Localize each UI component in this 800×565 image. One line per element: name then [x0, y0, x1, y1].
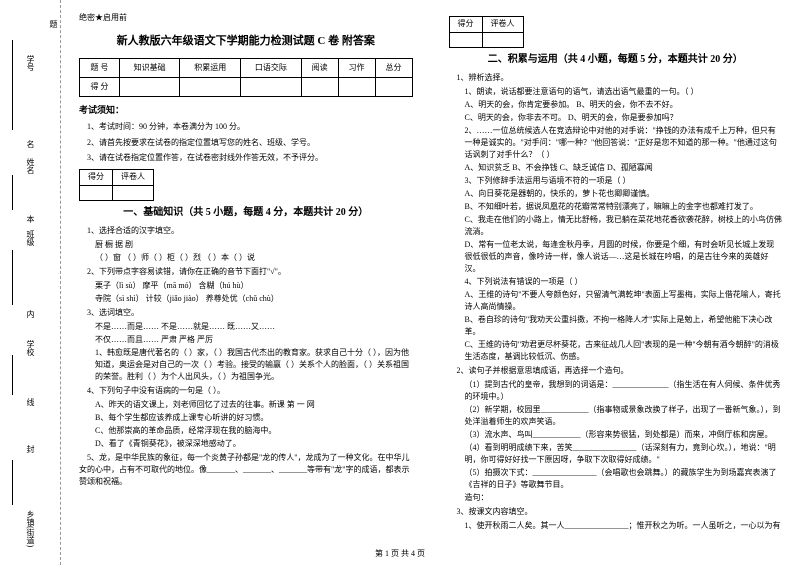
s2-q3: 3、按课文内容填空。: [449, 506, 783, 518]
left-column: 绝密★启用前 新人教版六年级语文下学期能力检测试题 C 卷 附答案 题 号 知识…: [61, 0, 431, 565]
margin-line-4: [12, 355, 13, 395]
s1-q3-3: 1、韩愈既是唐代著名的（ ）家，（ ）我国古代杰出的教育家。获求自己十分（ ），…: [79, 347, 413, 383]
binding-margin: 学号 名 姓名 本 班级 内 学校 线 封 乡镇(街道) 题: [0, 0, 61, 565]
th-1: 知识基础: [119, 59, 180, 78]
s1-q2: 2、下列带点字容易读错，请你在正确的音节下面打"√"。: [79, 266, 413, 278]
s1-q4-A: A、昨天的语文课上，刘老师回忆了过去的往事。新课 第 一 网: [79, 399, 413, 411]
s2-q1-2: 2、……一位总统候选人在竞选辩论中对他的对手说："挣钱的办法有成千上万种，但只有…: [449, 125, 783, 161]
s1-q4-D: D、看了《青铜葵花》，被深深地感动了。: [79, 438, 413, 450]
score-table: 题 号 知识基础 积累运用 口语交际 阅读 习作 总分 得 分: [79, 58, 413, 97]
s2-q1-3C: C、我走在他们的小路上，情无比舒畅，我已躺在菜花地花香欲袭花醉，树枝上的小鸟仿佛…: [449, 214, 783, 238]
tr2-4[interactable]: [301, 78, 338, 97]
s1-q2-2: 寺院（sì shì） 计较（jiǎo jiào） 养尊处优（chǔ chù）: [79, 293, 413, 305]
s1-q2-1: 栗子（lì sù） 摩平（mā mó） 含糊（hú hù）: [79, 280, 413, 292]
page-footer: 第 1 页 共 4 页: [0, 548, 800, 559]
s1-q3: 3、选词填空。: [79, 307, 413, 319]
s1-q5: 5、龙，是中华民族的象征，每一个炎黄子孙都是"龙的传人"，龙成为了一种文化。在中…: [79, 452, 413, 488]
s2-q2-5: （5）拍摄次下式：________________（会唱歌也会跳舞。）的藏族学生…: [449, 467, 783, 491]
margin-label-ben: 本: [25, 215, 36, 223]
margin-line-3: [12, 250, 13, 305]
s2-q2-2: （2）新学期，校园里____________（指事物或景象改换了样子，出现了一番…: [449, 404, 783, 428]
s2-q1-3A: A、向日葵花是器朝的，快乐的，萝卜花也卿卿谨慎。: [449, 188, 783, 200]
margin-label-name2: 姓名: [25, 158, 36, 174]
notice-2: 2、请首先按要求在试卷的指定位置填写您的姓名、班级、学号。: [79, 137, 413, 150]
mt1-c1: 得分: [80, 170, 113, 186]
margin-label-class: 班级: [25, 230, 36, 246]
s2-q3-1: 1、使开秋雨二人矣。其一人________________；惟开秋之为听。一人虽…: [449, 520, 783, 532]
notice-title: 考试须知：: [79, 103, 413, 117]
s2-q2-4: （4）看到明明成绩下来，苦笑________________（话深刻有力，竟到心…: [449, 442, 783, 466]
tr2-1[interactable]: [119, 78, 180, 97]
margin-line-1: [12, 40, 13, 130]
exam-title: 新人教版六年级语文下学期能力检测试题 C 卷 附答案: [79, 33, 413, 51]
margin-label-name1: 名: [25, 140, 36, 148]
th-0: 题 号: [80, 59, 120, 78]
th-2: 积累运用: [180, 59, 241, 78]
s1-q3-2: 不仅……而且…… 严肃 严格 严厉: [79, 334, 413, 346]
s1-q4: 4、下列句子中没有语病的一句是（ ）。: [79, 385, 413, 397]
s1-q4-C: C、他那崇高的革命品质，经常浮现在我的脑海中。: [79, 425, 413, 437]
mt2-e1[interactable]: [449, 32, 482, 47]
mt2-e2[interactable]: [482, 32, 523, 47]
th-3: 口语交际: [241, 59, 302, 78]
s1-q1-l2: （ ）窗 （ ）师（ ）柜（ ）烈 （ ）本（ ）说: [79, 252, 413, 264]
margin-label-nei: 内: [25, 310, 36, 318]
margin-label-xian: 线: [25, 398, 36, 406]
s2-q1-1A: A、明天的会，你肯定要参加。 B、明天的会，你不去不好。: [449, 99, 783, 111]
th-5: 习作: [338, 59, 375, 78]
tr2-3[interactable]: [241, 78, 302, 97]
tr2-5[interactable]: [338, 78, 375, 97]
mt1-e2[interactable]: [113, 185, 154, 200]
margin-line-5: [12, 460, 13, 505]
grading-table-2: 得分 评卷人: [449, 16, 524, 48]
right-column: 得分 评卷人 二、积累与运用（共 4 小题，每题 5 分，本题共计 20 分） …: [431, 0, 800, 565]
s2-q1-5A: A、王维的诗句"不要人夸颜色好，只留清气满乾坤"表面上写墨梅，实际上借花喻人，寄…: [449, 289, 783, 313]
s2-q1-5: 4、下列说法有错误的一项是（ ）: [449, 276, 783, 288]
s2-q1-1C: C、明天的会，你非去不可。 D、明天的会，你是要参加吗？: [449, 112, 783, 124]
margin-line-2: [12, 175, 13, 210]
mt2-c1: 得分: [449, 17, 482, 33]
section2-title: 二、积累与运用（共 4 小题，每题 5 分，本题共计 20 分）: [449, 52, 783, 68]
s2-q1-3: 3、下列修辞手法运用与语境不符的一项是（ ）: [449, 175, 783, 187]
notice-1: 1、考试时间：90 分钟，本卷满分为 100 分。: [79, 121, 413, 134]
notice-3: 3、请在试卷指定位置作答，在试卷密封线外作答无效，不予评分。: [79, 152, 413, 165]
mt1-e1[interactable]: [80, 185, 113, 200]
margin-dash-ti: 题: [48, 20, 59, 28]
section1-title: 一、基础知识（共 5 小题，每题 4 分，本题共计 20 分）: [79, 205, 413, 221]
s2-q2-1: （1）提到古代的皇帝，我想到的词语是：______________（指生活在有人…: [449, 379, 783, 403]
s2-q1-1: 1、朗读，说话都要注意语句的语气，请选出语气最重的一句。（ ）: [449, 86, 783, 98]
mt1-c2: 评卷人: [113, 170, 154, 186]
secret-label: 绝密★启用前: [79, 12, 413, 25]
s2-q1-4: D、常有一位老太说，每逢金秋丹季，月圆的时候，你要是个细，有时会听见长城上发现很…: [449, 239, 783, 275]
mt2-c2: 评卷人: [482, 17, 523, 33]
th-4: 阅读: [301, 59, 338, 78]
s2-q1-5B: B、卷自珍的诗句"我劝天公重抖擞，不拘一格降人才"实际上是勉上，希望他能下决心改…: [449, 314, 783, 338]
s1-q1-l1: 厨 橱 据 剧: [79, 239, 413, 251]
tr2-2[interactable]: [180, 78, 241, 97]
tr2-0: 得 分: [80, 78, 120, 97]
s1-q4-B: B、每个学生都应该养成上课专心听讲的好习惯。: [79, 412, 413, 424]
s2-q1-2A: A、知识贫乏 B、不会挣钱 C、缺乏诚信 D、孤陋寡闻: [449, 162, 783, 174]
tr2-6[interactable]: [375, 78, 412, 97]
s2-q1-3B: B、不知细叶若，据说凤凰花的花瓣常常特别漂亮了，嘛嘛上的金字也都难打发了。: [449, 201, 783, 213]
margin-label-student-id: 学号: [25, 55, 36, 71]
margin-label-town: 乡镇(街道): [25, 510, 36, 547]
th-6: 总分: [375, 59, 412, 78]
s1-q1: 1、选择合适的汉字填空。: [79, 225, 413, 237]
s2-q2: 2、读句子并根据意思填成语，再选择一个造句。: [449, 365, 783, 377]
s2-q2-3: （3）流水声、鸟叫____________（形容来势很猛，到处都是）而来，冲倒厅…: [449, 429, 783, 441]
s2-q1: 1、辨析选择。: [449, 72, 783, 84]
grading-table-1: 得分 评卷人: [79, 169, 154, 201]
s2-q2-6: 造句：: [449, 492, 783, 504]
margin-label-school: 学校: [25, 340, 36, 356]
s2-q1-5C: C、王维的诗句"劝君更尽杯葵花，古来征战几人回"表现的是一种"今朝有酒今朝醉"的…: [449, 339, 783, 363]
margin-label-feng: 封: [25, 445, 36, 453]
s1-q3-1: 不是……而是…… 不是……就是…… 既……又……: [79, 321, 413, 333]
